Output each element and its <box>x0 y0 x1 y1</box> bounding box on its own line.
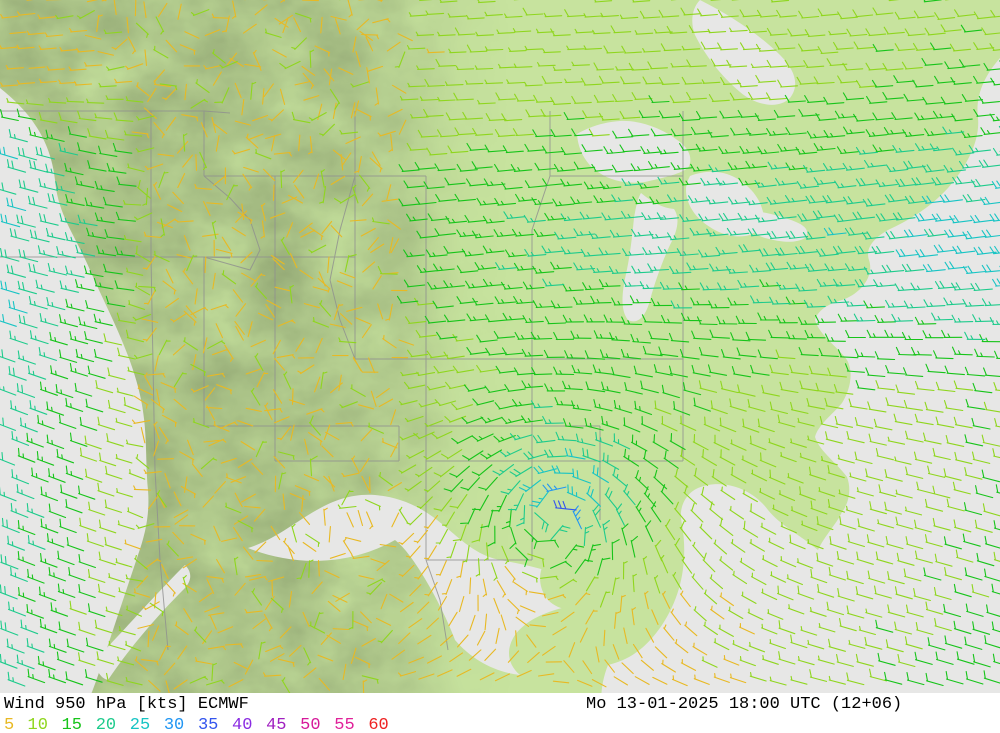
svg-text:45: 45 <box>266 716 286 733</box>
svg-text:55: 55 <box>334 716 354 733</box>
svg-text:15: 15 <box>62 716 82 733</box>
svg-text:5: 5 <box>4 716 14 733</box>
svg-text:60: 60 <box>368 716 388 733</box>
svg-text:Mo 13-01-2025 18:00 UTC (12+06: Mo 13-01-2025 18:00 UTC (12+06) <box>586 695 902 714</box>
svg-text:10: 10 <box>28 716 48 733</box>
svg-text:Wind 950 hPa [kts] ECMWF: Wind 950 hPa [kts] ECMWF <box>4 695 249 714</box>
svg-text:35: 35 <box>198 716 218 733</box>
svg-text:30: 30 <box>164 716 184 733</box>
svg-text:40: 40 <box>232 716 252 733</box>
svg-text:50: 50 <box>300 716 320 733</box>
svg-text:20: 20 <box>96 716 116 733</box>
svg-text:25: 25 <box>130 716 150 733</box>
